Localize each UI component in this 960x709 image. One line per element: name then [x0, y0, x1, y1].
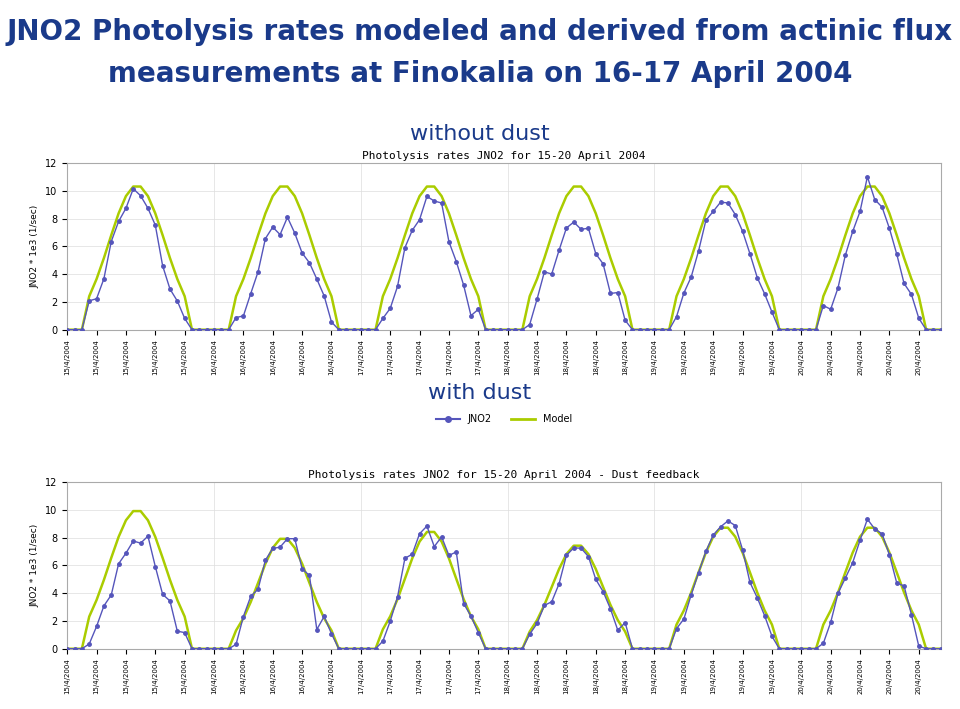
- Text: with dust: with dust: [428, 383, 532, 403]
- Title: Photolysis rates JNO2 for 15-20 April 2004 - Dust feedback: Photolysis rates JNO2 for 15-20 April 20…: [308, 470, 700, 480]
- Text: JNO2 Photolysis rates modeled and derived from actinic flux: JNO2 Photolysis rates modeled and derive…: [7, 18, 953, 45]
- Y-axis label: JNO2 * 1e3 (1/sec): JNO2 * 1e3 (1/sec): [31, 524, 39, 607]
- Text: measurements at Finokalia on 16-17 April 2004: measurements at Finokalia on 16-17 April…: [108, 60, 852, 88]
- Y-axis label: JNO2 * 1e3 (1/sec): JNO2 * 1e3 (1/sec): [31, 205, 39, 288]
- Text: without dust: without dust: [410, 124, 550, 144]
- Legend: JNO2, Model: JNO2, Model: [432, 411, 576, 428]
- Title: Photolysis rates JNO2 for 15-20 April 2004: Photolysis rates JNO2 for 15-20 April 20…: [362, 151, 646, 161]
